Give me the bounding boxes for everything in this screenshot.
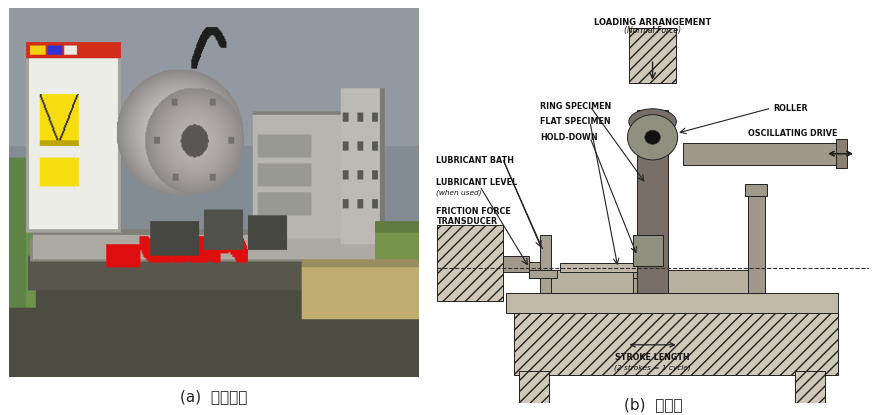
Bar [633, 270, 663, 278]
Text: LUBRICANT LEVEL: LUBRICANT LEVEL [436, 178, 518, 187]
Bar [540, 235, 551, 293]
Text: ROLLER: ROLLER [773, 103, 808, 112]
Bar [629, 28, 677, 83]
Bar [633, 235, 663, 266]
Ellipse shape [629, 109, 677, 134]
Bar [519, 371, 549, 403]
Text: STROKE LENGTH: STROKE LENGTH [615, 353, 690, 362]
Text: LOADING ARRANGEMENT: LOADING ARRANGEMENT [594, 18, 711, 27]
Bar [746, 184, 767, 196]
Bar [529, 262, 540, 278]
Text: (Normal Force): (Normal Force) [624, 26, 681, 35]
Bar [436, 225, 504, 301]
Text: TRANSDUCER: TRANSDUCER [436, 217, 498, 226]
Text: FLAT SPECIMEN: FLAT SPECIMEN [540, 117, 611, 126]
Bar [504, 256, 529, 272]
Circle shape [645, 130, 660, 144]
Text: (b)  모식도: (b) 모식도 [623, 397, 683, 412]
Text: (when used): (when used) [436, 189, 482, 196]
Text: (a)  실험장비: (a) 실험장비 [180, 389, 248, 404]
Circle shape [628, 115, 677, 160]
Bar [540, 270, 747, 293]
Bar [505, 293, 838, 313]
Text: RING SPECIMEN: RING SPECIMEN [540, 102, 611, 110]
Bar [644, 262, 655, 278]
Bar [683, 143, 838, 165]
Text: (2 strokes = 1 cycle): (2 strokes = 1 cycle) [615, 364, 691, 371]
Bar [795, 371, 826, 403]
Bar [836, 139, 847, 168]
Text: HOLD-DOWN: HOLD-DOWN [540, 133, 598, 142]
Bar [747, 196, 765, 293]
Text: OSCILLATING DRIVE: OSCILLATING DRIVE [747, 129, 837, 138]
Bar [637, 110, 668, 293]
Bar [514, 313, 838, 375]
Bar [633, 235, 644, 293]
Text: FRICTION FORCE: FRICTION FORCE [436, 207, 512, 216]
Text: LUBRICANT BATH: LUBRICANT BATH [436, 156, 514, 165]
Bar [529, 270, 558, 278]
Bar [560, 263, 637, 272]
